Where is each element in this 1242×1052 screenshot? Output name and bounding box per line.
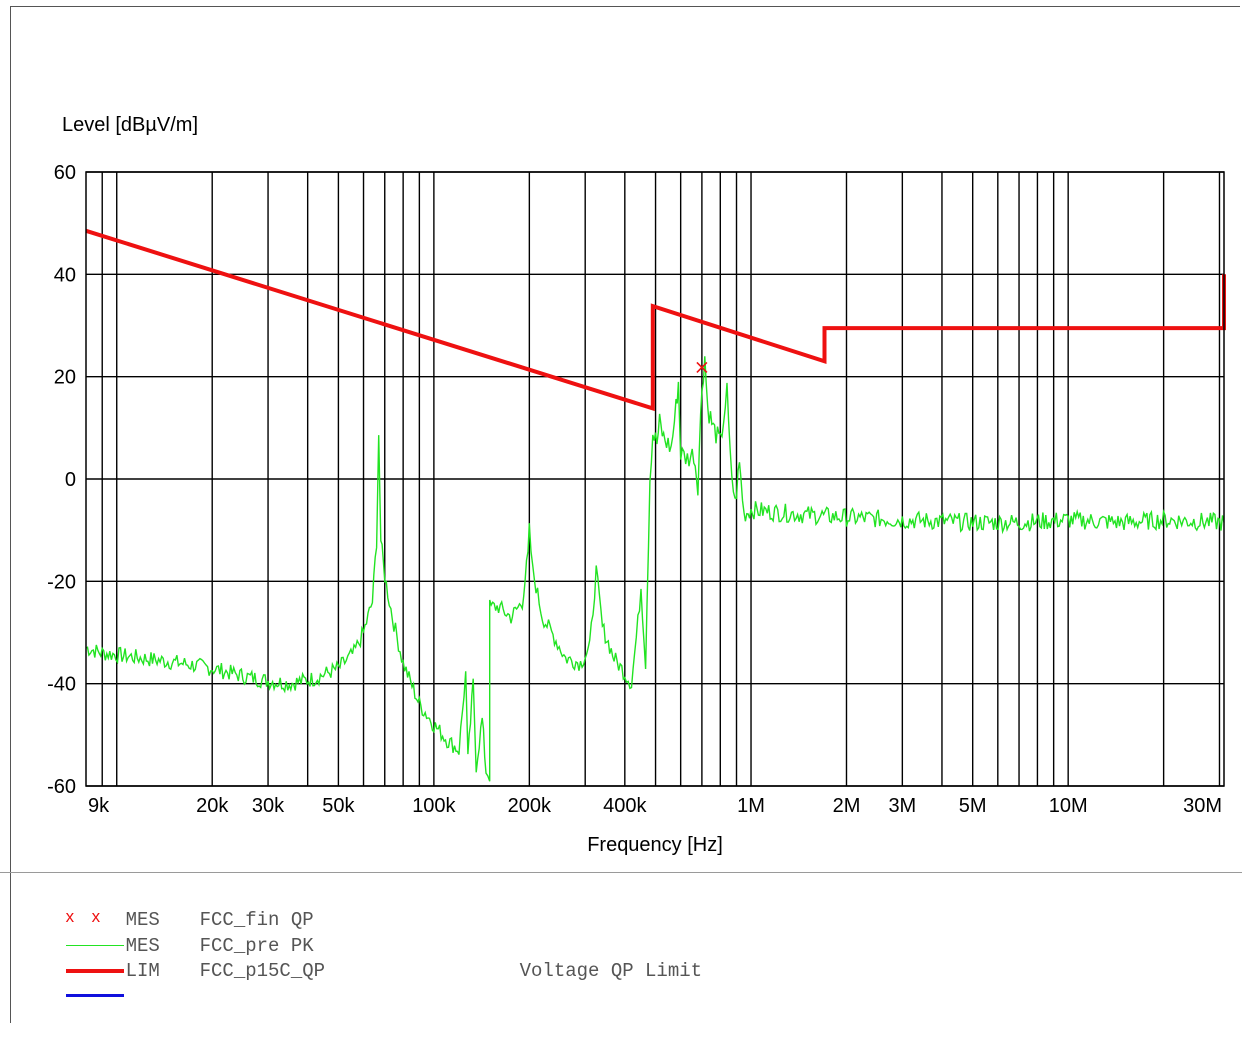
y-tick-label: 40 xyxy=(54,264,76,286)
plot-border xyxy=(85,171,1225,787)
grid xyxy=(86,171,1224,787)
legend-name: FCC_p15C_QP xyxy=(199,960,326,982)
emi-chart: Level [dBµV/m] 60 40 20 0 -20 -40 -60 9k 20k 30k… xyxy=(47,114,1226,856)
legend-type: MES xyxy=(125,909,160,931)
x-tick-label: 50k xyxy=(322,795,355,817)
x-tick-label: 20k xyxy=(196,795,229,817)
legend-name: FCC_pre PK xyxy=(199,935,314,957)
legend-row-fin-qp: x x MES FCC_fin QP xyxy=(18,887,520,931)
x-tick-label: 3M xyxy=(888,795,916,817)
y-axis-title: Level [dBµV/m] xyxy=(62,114,198,136)
x-tick-labels: 9k 20k 30k 50k 100k 200k 400k 1M 2M 3M 5M 10M 30M xyxy=(88,795,1222,817)
marker-stroke xyxy=(696,361,708,374)
legend-type: MES xyxy=(125,935,160,957)
legend-desc: Voltage QP Limit xyxy=(519,960,703,982)
x-tick-label: 30M xyxy=(1183,795,1222,817)
legend-thick-line-symbol xyxy=(64,961,126,981)
fin-qp-marker xyxy=(696,361,708,374)
legend-blue-line-symbol xyxy=(64,986,126,1006)
y-tick-labels: 60 40 20 0 -20 -40 -60 xyxy=(47,162,76,798)
x-tick-label: 10M xyxy=(1049,795,1088,817)
legend: x x MES FCC_fin QP MES FCC_pre PK LIM FCC_p… xyxy=(0,872,1242,1024)
x-axis-title: Frequency [Hz] xyxy=(587,834,723,856)
x-tick-label: 100k xyxy=(412,795,456,817)
y-tick-label: -20 xyxy=(47,571,76,593)
legend-row-blue xyxy=(18,963,126,997)
legend-type: LIM xyxy=(125,960,160,982)
y-tick-label: -40 xyxy=(47,674,76,696)
legend-line-symbol xyxy=(64,936,126,956)
x-tick-label: 400k xyxy=(603,795,647,817)
legend-row-limit: LIM FCC_p15C_QP Voltage QP Limit xyxy=(18,938,702,982)
legend-cross-symbol: x x xyxy=(65,906,101,926)
y-tick-label: -60 xyxy=(47,776,76,798)
y-tick-label: 60 xyxy=(54,162,76,184)
pre-pk-trace xyxy=(85,356,1225,782)
y-tick-label: 0 xyxy=(65,469,76,491)
x-tick-label: 200k xyxy=(508,795,552,817)
x-tick-label: 9k xyxy=(88,795,110,817)
x-tick-label: 5M xyxy=(959,795,987,817)
x-tick-label: 30k xyxy=(252,795,285,817)
legend-name: FCC_fin QP xyxy=(199,909,314,931)
x-tick-label: 1M xyxy=(737,795,765,817)
legend-row-pre-pk: MES FCC_pre PK xyxy=(18,913,520,957)
x-tick-label: 2M xyxy=(833,795,861,817)
y-tick-label: 20 xyxy=(54,367,76,389)
